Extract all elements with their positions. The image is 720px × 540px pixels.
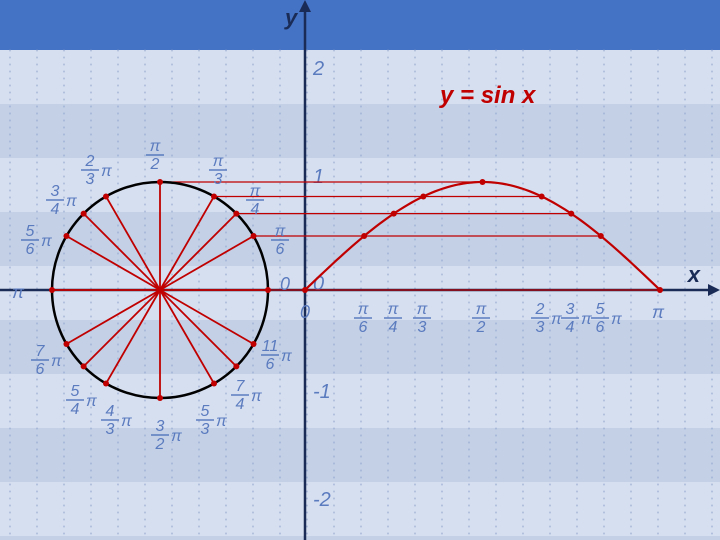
- svg-text:π: π: [476, 301, 487, 318]
- svg-text:3: 3: [566, 301, 575, 318]
- svg-text:π: π: [358, 301, 369, 318]
- svg-text:5: 5: [596, 301, 605, 318]
- svg-text:2: 2: [85, 153, 95, 170]
- svg-text:6: 6: [266, 356, 275, 373]
- angle-label: π: [12, 282, 25, 302]
- svg-text:7: 7: [236, 378, 246, 395]
- svg-text:π: π: [101, 163, 112, 180]
- svg-text:π: π: [41, 233, 52, 250]
- svg-text:π: π: [216, 413, 227, 430]
- svg-text:6: 6: [36, 361, 45, 378]
- svg-text:4: 4: [106, 403, 115, 420]
- svg-text:4: 4: [51, 201, 60, 218]
- svg-text:π: π: [611, 311, 622, 328]
- y-tick-label: 1: [313, 166, 324, 188]
- svg-text:3: 3: [214, 171, 223, 188]
- svg-text:4: 4: [71, 401, 80, 418]
- svg-text:π: π: [581, 311, 592, 328]
- svg-text:3: 3: [51, 183, 60, 200]
- svg-text:π: π: [250, 183, 261, 200]
- svg-text:π: π: [121, 413, 132, 430]
- x-tick-label: 0: [300, 302, 310, 322]
- angle-label: 0: [280, 274, 290, 294]
- svg-text:π: π: [251, 388, 262, 405]
- x-tick-label: π: [652, 302, 665, 322]
- sine-unit-circle-chart: xy210-1-2π6π4π3π223π34π56ππ76π54π43π32π5…: [0, 0, 720, 540]
- svg-text:3: 3: [536, 319, 545, 336]
- svg-text:3: 3: [418, 319, 427, 336]
- chart-title: y = sin x: [439, 82, 537, 109]
- svg-text:π: π: [281, 348, 292, 365]
- svg-text:3: 3: [201, 421, 210, 438]
- svg-text:3: 3: [156, 418, 165, 435]
- svg-text:π: π: [417, 301, 428, 318]
- svg-text:4: 4: [389, 319, 398, 336]
- svg-text:π: π: [86, 393, 97, 410]
- svg-text:3: 3: [86, 171, 95, 188]
- svg-text:4: 4: [236, 396, 245, 413]
- svg-text:π: π: [51, 353, 62, 370]
- svg-text:π: π: [66, 193, 77, 210]
- x-axis-label: x: [687, 262, 701, 287]
- svg-text:5: 5: [71, 383, 80, 400]
- svg-text:5: 5: [201, 403, 210, 420]
- svg-text:2: 2: [150, 156, 160, 173]
- svg-text:6: 6: [26, 241, 35, 258]
- svg-text:5: 5: [26, 223, 35, 240]
- y-tick-label: -1: [313, 381, 331, 403]
- svg-text:π: π: [388, 301, 399, 318]
- svg-text:3: 3: [106, 421, 115, 438]
- svg-text:6: 6: [359, 319, 368, 336]
- svg-text:2: 2: [476, 319, 486, 336]
- svg-text:2: 2: [155, 436, 165, 453]
- svg-text:π: π: [171, 428, 182, 445]
- svg-text:6: 6: [596, 319, 605, 336]
- y-tick-label: 2: [312, 58, 324, 80]
- svg-text:π: π: [213, 153, 224, 170]
- y-tick-label: -2: [313, 489, 331, 511]
- svg-text:2: 2: [535, 301, 545, 318]
- svg-text:7: 7: [36, 343, 46, 360]
- svg-text:6: 6: [276, 241, 285, 258]
- svg-text:4: 4: [566, 319, 575, 336]
- svg-text:π: π: [551, 311, 562, 328]
- y-axis-label: y: [284, 5, 299, 30]
- svg-text:11: 11: [262, 338, 279, 355]
- svg-text:π: π: [275, 223, 286, 240]
- svg-text:4: 4: [251, 201, 260, 218]
- svg-text:π: π: [150, 138, 161, 155]
